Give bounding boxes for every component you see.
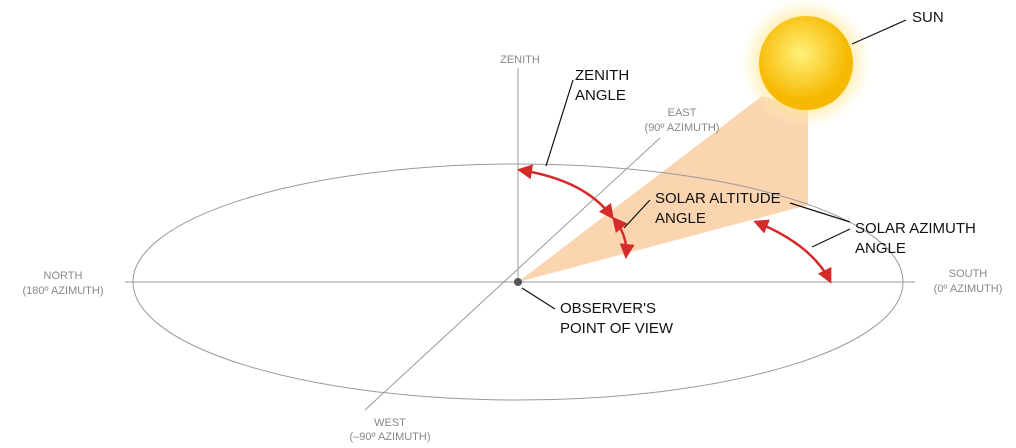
- label: SOLAR AZIMUTH: [855, 220, 976, 237]
- label: WEST: [374, 417, 406, 429]
- label: (90º AZIMUTH): [645, 122, 720, 134]
- label: ZENITH: [575, 67, 629, 84]
- leader: [521, 287, 556, 310]
- altitude-arc: [612, 216, 635, 259]
- label: SOUTH: [949, 268, 988, 280]
- east-west-axis: [364, 137, 661, 411]
- azimuth-arc: [753, 219, 832, 284]
- leader: [623, 199, 651, 229]
- leader: [811, 228, 851, 248]
- label: ANGLE: [855, 240, 906, 257]
- label: ANGLE: [575, 87, 626, 104]
- label: (0º AZIMUTH): [934, 283, 1003, 295]
- label: EAST: [668, 107, 697, 119]
- label: POINT OF VIEW: [560, 320, 674, 337]
- leader: [851, 19, 907, 45]
- label: ZENITH: [500, 54, 540, 66]
- label: NORTH: [44, 270, 83, 282]
- observer-dot: [514, 278, 522, 286]
- label: SOLAR ALTITUDE: [655, 190, 781, 207]
- sun: [759, 16, 853, 110]
- label: OBSERVER'S: [560, 300, 656, 317]
- leader: [545, 79, 574, 167]
- label: ANGLE: [655, 210, 706, 227]
- zenith-angle-arc: [517, 164, 614, 220]
- sun-ray: [518, 96, 808, 282]
- leader: [789, 202, 851, 223]
- label: SUN: [912, 9, 944, 26]
- label: (–90º AZIMUTH): [349, 431, 430, 443]
- label: (180º AZIMUTH): [22, 285, 103, 297]
